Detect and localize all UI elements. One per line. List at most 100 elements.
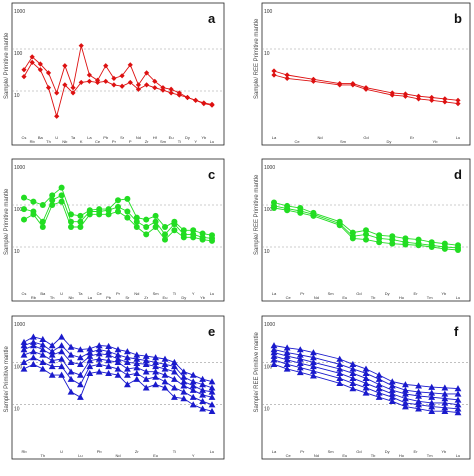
data-point [144,70,150,76]
series-line [23,61,213,119]
panel-d: 1000 100 10 Sample/ REE Primitive mantle d La… [254,158,471,302]
data-point [68,211,74,218]
data-point [58,198,65,205]
data-point [37,61,43,67]
xtick-label: Rb [30,139,36,144]
data-point [199,397,206,405]
data-point [428,403,436,410]
data-point [388,382,396,389]
xtick-label: Yb [441,449,447,454]
data-point [62,63,68,69]
data-point [310,212,317,219]
xtick-label: Ce [97,291,103,296]
data-point [30,198,37,205]
data-point [402,390,409,397]
data-point [375,385,383,392]
panel-b: 100 10 Sample/ REE Primitive mantle b La Ce Nd… [254,2,471,146]
data-point [454,385,462,392]
data-point [415,405,422,412]
data-point [454,396,462,403]
data-point [77,354,84,361]
data-point [337,82,343,88]
xtick-label: Eu [342,295,347,300]
data-point [180,382,188,389]
xtick-label: Zr [135,449,139,454]
data-point [171,393,178,400]
y-axis-label: Sample/ Primitive mantle [4,345,10,412]
data-point [162,223,168,230]
data-point [199,391,206,398]
data-point [114,355,122,362]
data-point [190,234,197,241]
xtick-label: Ti [178,139,181,144]
data-point [144,82,150,88]
data-point [171,221,178,228]
data-point [402,395,409,402]
data-point [48,363,56,370]
xtick-label: Gd [356,291,361,296]
data-point [402,403,409,410]
xtick-label: Pb [106,295,112,300]
data-point [68,223,74,230]
data-point [271,204,277,211]
data-point [95,368,103,375]
xtick-label: Sm [328,449,335,454]
xtick-label: Sm [328,291,335,296]
data-point [415,93,422,99]
data-point [296,346,304,353]
data-point [142,375,150,382]
data-point [297,209,304,216]
data-point [271,68,277,74]
ytick-label: 10 [264,51,270,57]
xtick-label: Gd [363,135,368,140]
data-point [119,73,125,79]
data-point [455,246,461,253]
data-point [39,223,46,230]
data-point [86,369,94,377]
xtick-label: Ti [173,449,176,454]
data-point [111,82,117,88]
xtick-label: Sr [125,295,130,300]
data-point [402,93,409,99]
data-point [39,202,46,208]
data-point [271,72,277,78]
data-point [161,360,169,367]
data-point [284,75,290,81]
data-point [189,371,197,378]
xtick-label: Y [192,291,195,296]
data-point [441,245,448,252]
data-point [310,372,317,379]
data-point [49,202,56,208]
data-point [199,386,206,393]
xtick-label: Tm [427,453,433,458]
data-point [58,363,65,370]
data-point [208,407,216,414]
xtick-label: Lu [456,295,460,300]
data-point [415,96,422,102]
data-point [77,212,84,219]
data-point [428,383,436,390]
data-point [77,218,84,225]
data-point [133,218,140,225]
data-point [86,349,94,356]
data-point [310,367,317,374]
data-point [133,223,140,230]
data-point [189,393,197,400]
xtick-label: Th [50,295,55,300]
plot-frame [11,315,225,460]
data-point [283,360,291,367]
data-point [349,379,357,387]
plot-frame [11,158,225,302]
data-point [143,216,150,223]
data-point [58,371,65,378]
data-point [296,359,304,366]
data-point [441,390,449,397]
ytick-label: 1000 [14,9,25,15]
data-point [133,375,141,382]
data-point [142,368,150,375]
data-point [296,364,304,371]
data-point [77,393,84,400]
data-point [133,369,141,377]
xtick-label: Ce [95,139,101,144]
data-point [143,231,150,238]
